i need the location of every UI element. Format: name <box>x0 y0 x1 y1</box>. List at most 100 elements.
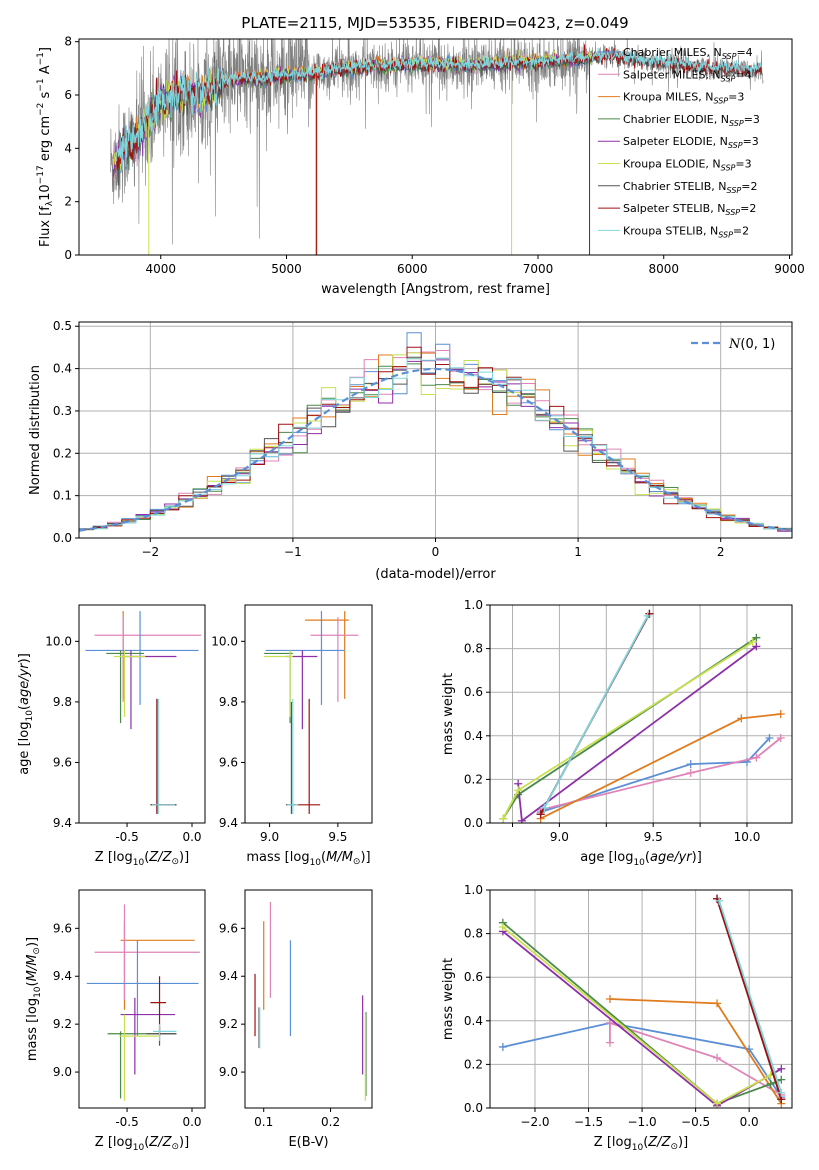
x-tick-label: 7000 <box>523 262 554 276</box>
y-tick-label: 0.6 <box>464 685 483 699</box>
legend-text: Salpeter STELIB, N <box>623 202 725 215</box>
y-tick-label: 9.8 <box>53 695 72 709</box>
label-part: ( <box>144 1135 149 1150</box>
weight-point-marker <box>517 816 526 823</box>
x-tick-label: 4000 <box>145 262 176 276</box>
legend-value: =4 <box>736 46 752 59</box>
label-part: log <box>17 722 32 742</box>
x-tick-label: 9000 <box>774 262 805 276</box>
label-part: 10 <box>632 1143 644 1153</box>
mass-vs-ebv-x-label: E(B-V) <box>288 1135 328 1150</box>
residuals-plot-area <box>79 332 792 532</box>
label-part: ] <box>38 47 53 52</box>
y-tick-label: 0.4 <box>53 362 72 376</box>
weight-line-kroupa-elodie <box>502 641 754 820</box>
spectrum-y-label-text: Flux [fλ10−17 erg cm−2 s−1 A−1] <box>36 47 55 247</box>
weight-line-kroupa-miles <box>540 713 781 820</box>
y-tick-label: 0.8 <box>464 642 483 656</box>
label-part: )] <box>179 1135 189 1150</box>
y-tick-label: 0.8 <box>464 927 483 941</box>
residuals-frame <box>78 321 793 539</box>
label-part: M/M <box>25 955 40 982</box>
legend-subscript: SSP <box>729 119 744 128</box>
weight-point-marker <box>777 1064 786 1073</box>
legend-value: =3 <box>743 135 759 148</box>
legend-entry-label: Salpeter ELODIE, NSSP=3 <box>623 135 759 150</box>
legend-subscript: SSP <box>725 208 740 217</box>
y-tick-label: 9.0 <box>219 1065 238 1079</box>
label-part: ( <box>17 705 32 710</box>
x-tick-label: 9.5 <box>328 830 347 844</box>
y-tick-label: 9.6 <box>219 755 238 769</box>
label-part: mass [ <box>246 850 289 865</box>
label-part: 10 <box>133 858 145 868</box>
weight-point-marker <box>776 710 785 718</box>
weight-point-marker <box>766 1080 775 1089</box>
residual-histogram-chabrier-elodie <box>79 363 792 531</box>
x-tick-label: 9.0 <box>260 830 279 844</box>
label-part: −1 <box>36 78 46 91</box>
legend-value: =3 <box>728 91 744 104</box>
spectrum-x-label: wavelength [Angstrom, rest frame] <box>321 282 550 297</box>
y-tick-label: 9.4 <box>53 969 72 983</box>
legend-text: Kroupa MILES, N <box>623 91 713 104</box>
y-tick-label: 9.8 <box>219 695 238 709</box>
label-part: )] <box>179 850 189 865</box>
y-tick-label: 9.4 <box>219 969 238 983</box>
y-tick-label: 10.0 <box>45 634 72 648</box>
legend-text: Salpeter ELODIE, N <box>623 135 728 148</box>
y-tick-label: 0.0 <box>464 816 483 830</box>
weight-line-salpeter-elodie <box>517 645 757 823</box>
weight-point-marker <box>514 786 523 795</box>
residuals-x-label: (data-model)/error <box>375 567 496 582</box>
weight-point-marker <box>776 733 785 742</box>
label-part: 10 <box>310 858 322 868</box>
x-tick-label: −0.5 <box>681 1115 710 1129</box>
label-part: log <box>614 850 634 865</box>
label-part: −2 <box>36 103 46 116</box>
y-tick-label: 8 <box>64 35 72 49</box>
plot-layer: 4000 5000 6000 7000 8000 9000 0 2 4 6 8 wavelength … <box>17 35 805 1153</box>
weight-point-marker <box>748 638 757 647</box>
mass-vs-Z-plot-area <box>86 904 200 1101</box>
legend-entry-label: Chabrier ELODIE, NSSP=3 <box>623 113 760 128</box>
y-tick-label: 9.4 <box>53 816 72 830</box>
label-part: log <box>612 1135 632 1150</box>
x-tick-label: 0.0 <box>182 1115 201 1129</box>
label-part: ( <box>645 850 650 865</box>
y-tick-label: 2 <box>64 195 72 209</box>
mass-vs-ebv-frame <box>244 889 373 1109</box>
label-part: 10 <box>38 184 53 201</box>
y-axis-label: age [log10(age/yr)] <box>17 653 35 775</box>
label-part: Z [ <box>95 850 113 865</box>
y-axis-label: mass weight <box>441 673 456 755</box>
x-tick-label: 6000 <box>397 262 428 276</box>
y-tick-label: 0.2 <box>464 772 483 786</box>
x-tick-label: 9.5 <box>644 830 663 844</box>
legend-subscript: SSP <box>728 141 743 150</box>
x-tick-label: 8000 <box>648 262 679 276</box>
axis-label-math: age [log10(age/yr)] <box>17 653 35 775</box>
weight-point-marker <box>499 814 508 823</box>
legend-subscript: SSP <box>722 52 737 61</box>
weight-line-kroupa-elodie <box>502 926 772 1105</box>
weight-point-marker <box>713 1099 722 1108</box>
y-tick-label: 0.2 <box>53 446 72 460</box>
y-axis-label-text: mass weight <box>441 673 456 755</box>
y-tick-label: 9.0 <box>53 1065 72 1079</box>
label-part: 10 <box>633 858 645 868</box>
label-part: age/yr <box>650 850 693 865</box>
label-part: Z [ <box>95 1135 113 1150</box>
weight-line-chabrier-miles <box>540 737 771 813</box>
y-tick-label: 9.6 <box>53 921 72 935</box>
label-part: )] <box>692 850 702 865</box>
mass-weight-vs-age-plot-area <box>499 609 785 823</box>
weight-point-marker <box>536 810 545 819</box>
label-part: )] <box>17 653 32 663</box>
label-part: log <box>25 998 40 1018</box>
label-part: )] <box>25 937 40 947</box>
legend-subscript: SSP <box>721 164 736 173</box>
y-axis-label-text: Normed distribution <box>28 365 43 495</box>
label-part: ⊙ <box>171 857 179 867</box>
